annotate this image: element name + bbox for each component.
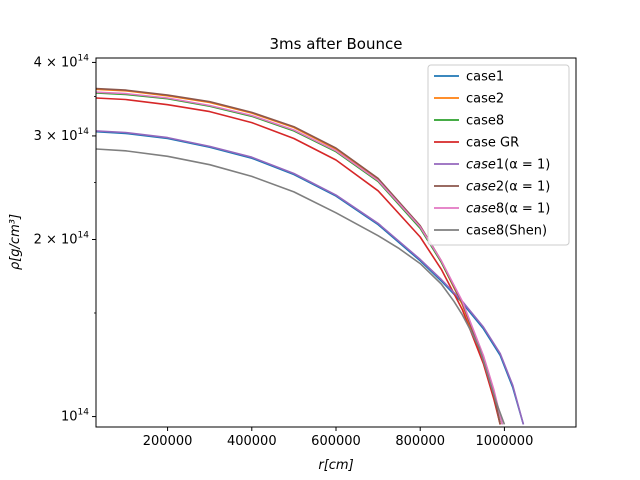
- legend-entry: case8: [466, 114, 504, 129]
- x-axis: 200000 400000 600000 800000 1000000: [143, 427, 533, 449]
- y-tick-label: 3 × 1014: [34, 127, 90, 144]
- series-layer: [96, 87, 525, 425]
- y-tick-label: 1014: [61, 408, 89, 425]
- x-tick-label: 600000: [311, 434, 361, 449]
- x-tick-label: 400000: [227, 434, 277, 449]
- legend-entry: case2: [466, 92, 504, 107]
- legend-entry: case1(α = 1): [466, 158, 550, 173]
- legend: case1 case2 case8 case GR case1(α = 1) case2(…: [427, 64, 570, 246]
- y-axis: 1014 2 × 1014 3 × 1014 4 × 1014: [34, 53, 96, 425]
- x-tick-label: 1000000: [475, 434, 533, 449]
- x-tick-label: 200000: [143, 434, 193, 449]
- y-tick-label: 4 × 1014: [34, 53, 90, 70]
- y-axis-label: ρ[g/cm³]: [8, 214, 23, 270]
- legend-box: [427, 64, 570, 246]
- legend-entry: case1: [466, 70, 504, 85]
- series-line-8: [96, 148, 506, 425]
- series-line-1: [96, 130, 525, 425]
- y-tick-label: 2 × 1014: [34, 231, 90, 248]
- x-axis-label: r[cm]: [318, 458, 353, 473]
- series-line-7: [96, 91, 504, 425]
- legend-entry: case2(α = 1): [466, 180, 550, 195]
- series-line-4: [96, 97, 501, 425]
- legend-entry: case GR: [466, 136, 519, 151]
- series-line-5: [96, 130, 525, 425]
- x-tick-label: 800000: [395, 434, 445, 449]
- legend-entry: case8(α = 1): [466, 202, 550, 217]
- chart-title: 3ms after Bounce: [270, 35, 403, 53]
- legend-entry: case8(Shen): [466, 224, 547, 239]
